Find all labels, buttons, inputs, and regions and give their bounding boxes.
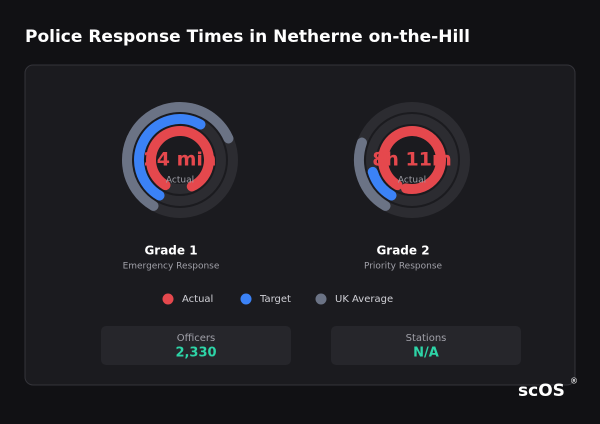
ring-arc: [122, 102, 234, 211]
stat-value: N/A: [413, 346, 439, 361]
gauge-subtitle: Emergency Response: [123, 262, 220, 272]
title: Police Response Times in Netherne on-the…: [25, 27, 470, 47]
stat-label: Stations: [406, 333, 447, 344]
ring-arc: [354, 137, 391, 211]
stat-label: Officers: [177, 333, 216, 344]
stat-box: [331, 326, 521, 365]
gauge-subtitle: Priority Response: [364, 262, 443, 272]
gauge-value-label: Actual: [166, 176, 194, 186]
gauge-name: Grade 1: [144, 244, 197, 258]
stat-value: 2,330: [175, 346, 216, 361]
ring-arc: [367, 166, 397, 201]
legend-label: UK Average: [335, 294, 393, 305]
stat-box: [101, 326, 291, 365]
ring-track: [366, 114, 458, 206]
legend-dot: [240, 293, 252, 305]
gauge-value: 8h 11m: [372, 149, 452, 171]
legend-dot: [315, 293, 327, 305]
legend-label: Target: [259, 294, 291, 305]
ring-arc: [146, 126, 214, 192]
logo: scOS: [518, 381, 565, 401]
legend-dot: [162, 293, 174, 305]
gauge-name: Grade 2: [376, 244, 429, 258]
logo-mark: ®: [570, 377, 578, 386]
ring-arc: [134, 114, 206, 201]
ring-arc: [378, 126, 446, 194]
gauge-value: 24 min: [144, 149, 217, 171]
legend-label: Actual: [182, 294, 213, 305]
gauge-value-label: Actual: [398, 176, 426, 186]
